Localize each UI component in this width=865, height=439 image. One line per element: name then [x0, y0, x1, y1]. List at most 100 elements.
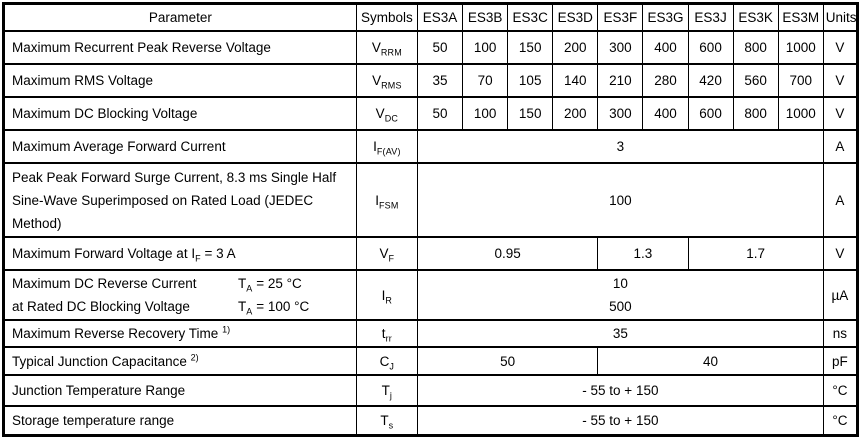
subscript-text: J [389, 361, 395, 372]
value-cell: 600 [687, 30, 734, 65]
value-cell: 35 [416, 319, 824, 348]
value-cell: 70 [462, 63, 509, 98]
parameter-cell: Maximum Reverse Recovery Time 1) [3, 319, 357, 348]
text-segment: Maximum DC Blocking Voltage [12, 106, 198, 121]
text-segment: Peak Peak Forward Surge Current, 8.3 ms … [12, 169, 337, 185]
parameter-cell: Maximum RMS Voltage [3, 63, 357, 98]
text-segment: T [238, 299, 247, 314]
parameter-cell: Maximum Recurrent Peak Reverse Voltage [3, 30, 357, 65]
subscript-text: F [388, 253, 395, 264]
row-maximum-dc-reverse-current: Maximum DC Reverse Current TA = 25 °C at R… [3, 269, 859, 321]
value-cell: 105 [507, 63, 554, 98]
text-segment: V [372, 73, 382, 88]
text-segment: V [379, 246, 389, 261]
unit-cell: °C [822, 405, 859, 436]
value-cell: 280 [642, 63, 689, 98]
text-segment: T [381, 383, 390, 398]
column-header-units: Units [822, 2, 859, 32]
symbol-cell: CJ [355, 346, 418, 376]
subscript-text: s [388, 420, 394, 431]
value-cell: 560 [732, 63, 779, 98]
symbol-cell: Tj [355, 374, 418, 407]
value-cell: 1.7 [687, 236, 824, 271]
row-typical-junction-capacitance: Typical Junction Capacitance 2) CJ 50 40 pF [3, 346, 859, 376]
text-segment: Storage temperature range [12, 412, 175, 428]
column-header-es3g: ES3G [642, 2, 689, 32]
subscript-text: rr [385, 333, 392, 344]
value-cell: 300 [597, 96, 644, 131]
value-cell: 10 500 [416, 269, 824, 321]
text-segment: Maximum Recurrent Peak Reverse Voltage [12, 40, 271, 55]
row-maximum-reverse-recovery-time: Maximum Reverse Recovery Time 1) trr 35 ns [3, 319, 859, 348]
text-segment: V [371, 40, 381, 55]
value-cell: 3 [416, 129, 824, 164]
parameter-cell: Maximum DC Blocking Voltage [3, 96, 357, 131]
value-cell: 400 [642, 96, 689, 131]
value-cell: 1000 [777, 96, 824, 131]
text-segment: Maximum RMS Voltage [12, 73, 154, 88]
text-segment: V [375, 106, 385, 121]
value-line: 500 [609, 299, 632, 314]
symbol-cell: IFSM [355, 162, 418, 238]
value-cell: 100 [416, 162, 824, 238]
text-segment: t [381, 326, 386, 341]
text-segment: Method) [12, 215, 62, 231]
parameter-cell: Maximum DC Reverse Current TA = 25 °C at R… [3, 269, 357, 321]
column-header-es3b: ES3B [462, 2, 509, 32]
text-segment: = 25 °C [252, 276, 302, 291]
parameter-cell: Storage temperature range [3, 405, 357, 436]
subscript-text: F [195, 253, 201, 264]
text-segment: C [379, 353, 390, 369]
column-header-symbols: Symbols [355, 2, 418, 32]
value-cell: 420 [687, 63, 734, 98]
symbol-cell: VDC [355, 96, 418, 131]
text-segment: I [373, 139, 377, 154]
parameter-cell: Typical Junction Capacitance 2) [3, 346, 357, 376]
subscript-text: A [246, 283, 253, 294]
value-cell: 50 [416, 30, 464, 65]
value-cell: 800 [732, 30, 779, 65]
text-segment: = 100 °C [252, 299, 310, 314]
subscript-text: FSM [378, 200, 399, 211]
column-header-es3j: ES3J [687, 2, 734, 32]
subscript-text: F(AV) [376, 146, 401, 157]
parameter-cell: Junction Temperature Range [3, 374, 357, 407]
value-cell: 140 [552, 63, 599, 98]
row-maximum-dc-blocking-voltage: Maximum DC Blocking Voltage VDC 50 100 150 20… [3, 96, 859, 131]
unit-cell: µA [822, 269, 859, 321]
text-segment: T [380, 412, 389, 428]
row-peak-forward-surge-current: Peak Peak Forward Surge Current, 8.3 ms … [3, 162, 859, 238]
text-segment: Sine-Wave Superimposed on Rated Load (JE… [12, 192, 314, 208]
text-segment: at Rated DC Blocking Voltage [12, 299, 190, 314]
header-row: Parameter Symbols ES3A ES3B ES3C ES3D ES3F ES3G… [3, 2, 859, 32]
superscript-note: 2) [190, 352, 199, 362]
text-segment: Maximum Average Forward Current [12, 139, 226, 154]
subscript-text: DC [384, 113, 399, 124]
text-segment: I [381, 287, 386, 303]
parameter-cell: Peak Peak Forward Surge Current, 8.3 ms … [3, 162, 357, 238]
symbol-cell: IF(AV) [355, 129, 418, 164]
text-segment: Maximum Reverse Recovery Time [12, 326, 223, 341]
unit-cell: V [822, 236, 859, 271]
unit-cell: V [822, 63, 859, 98]
unit-cell: V [822, 30, 859, 65]
row-storage-temperature-range: Storage temperature range Ts - 55 to + 150… [3, 405, 859, 436]
parameter-cell: Maximum Forward Voltage at IF = 3 A [3, 236, 357, 271]
column-header-es3d: ES3D [552, 2, 599, 32]
unit-cell: A [822, 162, 859, 238]
value-cell: 100 [462, 96, 509, 131]
unit-cell: ns [822, 319, 859, 348]
symbol-cell: IR [355, 269, 418, 321]
text-segment: Typical Junction Capacitance [12, 353, 191, 369]
symbol-cell: VF [355, 236, 418, 271]
column-header-parameter: Parameter [3, 2, 357, 32]
superscript-note: 1) [222, 324, 231, 335]
row-maximum-rms-voltage: Maximum RMS Voltage VRMS 35 70 105 140 210 280 4… [3, 63, 859, 98]
text-segment: I [375, 192, 379, 208]
text-segment: Maximum DC Reverse Current [12, 276, 197, 291]
column-header-es3c: ES3C [507, 2, 554, 32]
subscript-text: A [246, 306, 253, 317]
value-cell: 400 [642, 30, 689, 65]
subscript-text: RMS [381, 80, 402, 91]
